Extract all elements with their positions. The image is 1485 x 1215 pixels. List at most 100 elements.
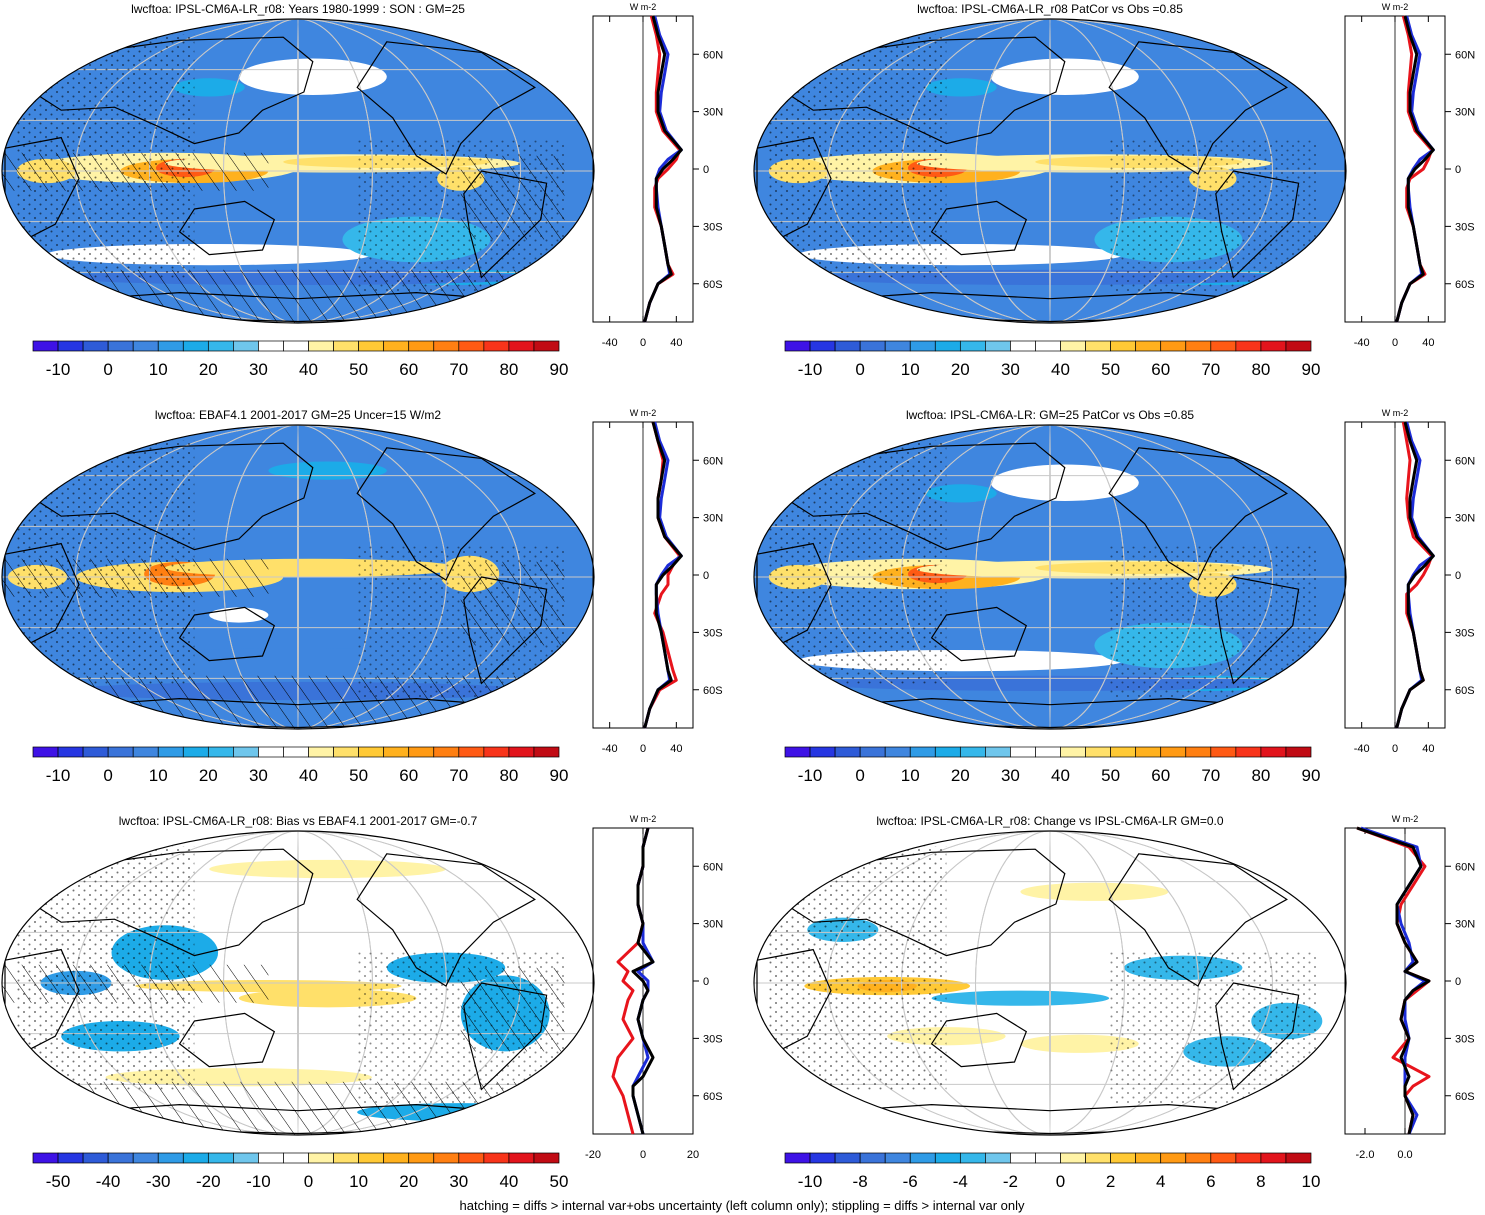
x-tick-label: -40 [602, 743, 618, 755]
x-tick-label: -2.0 [1356, 1149, 1375, 1161]
field-contour [990, 464, 1139, 501]
x-tick-label: -20 [585, 1149, 601, 1161]
x-tick-label: 40 [1422, 743, 1434, 755]
zonal-mean-plot: 60N 30N 0 30S 60S -40 0 40 W m-2 [592, 408, 723, 755]
colorbar-swatch [959, 340, 986, 352]
colorbar-swatch [834, 340, 861, 352]
colorbar-swatch [1210, 746, 1237, 758]
x-tick-label: 0.0 [1397, 1149, 1412, 1161]
colorbar: -10 -8 -6 -4 -2 0 2 4 6 8 10 [784, 1152, 1321, 1191]
panel-1: lwcftoa: IPSL-CM6A-LR_r08: Years 1980-19… [1, 2, 723, 379]
zonal-series-obs [1356, 826, 1431, 1135]
panels-layer: lwcftoa: IPSL-CM6A-LR_r08: Years 1980-19… [1, 2, 1475, 1191]
colorbar-swatch [82, 340, 109, 352]
zonal-series-model [1356, 826, 1431, 1135]
panel-title: lwcftoa: IPSL-CM6A-LR_r08: Years 1980-19… [131, 2, 465, 16]
lat-tick-label: 60S [703, 1091, 723, 1103]
colorbar-swatch [383, 746, 410, 758]
colorbar-swatch [1035, 746, 1061, 758]
x-tick-label: 0 [640, 1149, 646, 1161]
colorbar-tick-label: 10 [1302, 1172, 1321, 1191]
panel-3: lwcftoa: EBAF4.1 2001-2017 GM=25 Uncer=1… [1, 408, 723, 785]
colorbar-tick-label: 50 [550, 1172, 569, 1191]
colorbar-swatch [82, 746, 109, 758]
field-contour [931, 990, 1110, 1006]
colorbar-tick-label: 70 [1201, 766, 1220, 785]
colorbar-tick-label: 0 [304, 1172, 313, 1191]
colorbar-swatch [1235, 340, 1262, 352]
lat-tick-label: 0 [1455, 164, 1461, 176]
colorbar-swatch [1185, 746, 1212, 758]
colorbar-swatch [308, 340, 334, 352]
colorbar-swatch [433, 746, 460, 758]
hatching [460, 155, 565, 240]
longitude-gridline [297, 425, 299, 729]
colorbar-tick-label: 90 [1302, 766, 1321, 785]
x-tick-label: 40 [670, 743, 682, 755]
colorbar-swatch [32, 340, 59, 352]
colorbar-swatch [1260, 340, 1287, 352]
field-contour [268, 461, 387, 480]
colorbar-swatch [182, 746, 209, 758]
colorbar-swatch [483, 746, 510, 758]
colorbar-swatch [358, 746, 385, 758]
colorbar-swatch [1110, 746, 1137, 758]
lat-tick-label: 30S [703, 221, 723, 233]
x-tick-label: -40 [1354, 337, 1370, 349]
zonal-series-obs [1395, 421, 1435, 729]
colorbar-tick-label: 6 [1206, 1172, 1215, 1191]
colorbar-swatch [107, 340, 134, 352]
colorbar-tick-label: -10 [798, 766, 823, 785]
colorbar-swatch [1060, 746, 1086, 758]
colorbar-swatch [985, 1152, 1011, 1164]
lat-tick-label: 60N [1455, 49, 1475, 61]
colorbar-swatch [859, 1152, 886, 1164]
colorbar-tick-label: 40 [299, 360, 318, 379]
colorbar-swatch [985, 746, 1011, 758]
colorbar-swatch [884, 340, 911, 352]
x-tick-label: 0 [1392, 743, 1398, 755]
colorbar-swatch [433, 1152, 460, 1164]
lat-tick-label: 0 [1455, 976, 1461, 988]
stippling [768, 846, 947, 1090]
colorbar-tick-label: 20 [199, 766, 218, 785]
lat-tick-label: 30S [1455, 1033, 1475, 1045]
colorbar-swatch [1060, 1152, 1086, 1164]
colorbar-tick-label: 30 [249, 766, 268, 785]
lat-tick-label: 60S [1455, 279, 1475, 291]
colorbar: -50 -40 -30 -20 -10 0 10 20 30 40 50 [32, 1152, 569, 1191]
map-border [753, 424, 1347, 730]
lat-tick-label: 60N [703, 49, 723, 61]
colorbar-tick-label: 10 [349, 1172, 368, 1191]
map-border [753, 18, 1347, 324]
colorbar-tick-label: -10 [798, 1172, 823, 1191]
colorbar-tick-label: -30 [146, 1172, 171, 1191]
colorbar-swatch [207, 746, 234, 758]
lat-tick-label: 30N [703, 107, 723, 119]
colorbar-swatch [1085, 340, 1111, 352]
colorbar-swatch [32, 746, 59, 758]
colorbar-swatch [884, 1152, 911, 1164]
colorbar-swatch [784, 746, 811, 758]
colorbar-swatch [1135, 1152, 1162, 1164]
colorbar-tick-label: 20 [399, 1172, 418, 1191]
zonal-series-obs [643, 15, 683, 323]
x-tick-label: 40 [1422, 337, 1434, 349]
colorbar-swatch [132, 1152, 159, 1164]
figure-footnote: hatching = diffs > internal var+obs unce… [460, 1198, 1025, 1213]
zonal-mean-plot: 60N 30N 0 30S 60S -40 0 40 W m-2 [1344, 2, 1475, 349]
colorbar-swatch [834, 1152, 861, 1164]
colorbar-tick-label: -2 [1003, 1172, 1018, 1191]
colorbar-swatch [258, 340, 284, 352]
colorbar-tick-label: -20 [196, 1172, 221, 1191]
lat-tick-label: 30S [1455, 221, 1475, 233]
stippling [768, 440, 947, 684]
colorbar-tick-label: 60 [1151, 766, 1170, 785]
colorbar-swatch [182, 340, 209, 352]
colorbar-tick-label: 10 [149, 766, 168, 785]
colorbar-swatch [934, 340, 961, 352]
x-tick-label: 0 [640, 743, 646, 755]
colorbar-tick-label: 8 [1256, 1172, 1265, 1191]
colorbar-swatch [233, 340, 259, 352]
lat-tick-label: 30N [1455, 513, 1475, 525]
